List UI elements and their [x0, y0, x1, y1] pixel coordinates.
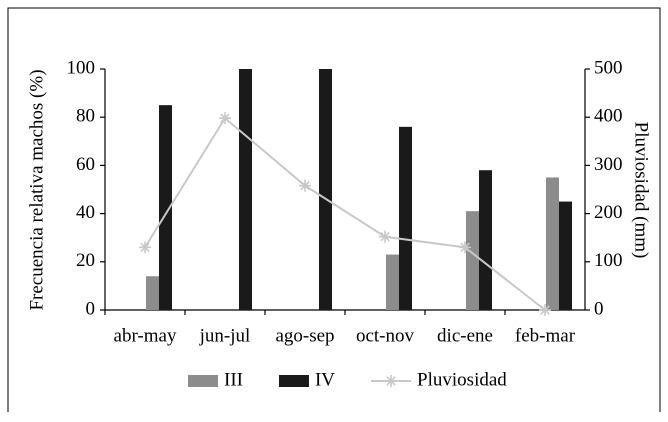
legend-marker: [385, 375, 398, 387]
y-tick-label: 80: [76, 106, 95, 127]
x-tick-label: dic-ene: [437, 325, 493, 346]
bar: [479, 170, 492, 310]
marker: [139, 241, 151, 254]
y2-tick-label: 0: [594, 298, 604, 319]
bar: [146, 276, 159, 310]
x-tick-label: feb-mar: [515, 325, 576, 346]
bar: [386, 254, 399, 310]
y-tick-label: 0: [86, 298, 96, 319]
y2-tick-label: 200: [594, 202, 623, 223]
chart-frame: [7, 7, 661, 412]
y-axis-label: Frecuencia relativa machos (%): [26, 69, 47, 310]
x-tick-label: ago-sep: [275, 325, 334, 346]
bar: [559, 201, 572, 310]
legend-label: IV: [315, 369, 335, 390]
legend-swatch: [188, 375, 218, 387]
marker: [299, 179, 311, 192]
bar: [466, 211, 479, 310]
line: [144, 116, 546, 311]
marker: [379, 230, 391, 243]
marker: [459, 241, 471, 254]
x-tick-label: jun-jul: [199, 325, 251, 346]
bar: [546, 177, 559, 310]
y2-tick-label: 500: [594, 57, 623, 78]
bar: [319, 69, 332, 310]
y2-tick-label: 400: [594, 106, 623, 127]
bar: [399, 126, 412, 310]
bar: [239, 69, 252, 310]
x-tick-label: oct-nov: [356, 325, 415, 346]
y-tick-label: 20: [76, 250, 95, 271]
y-tick-label: 100: [67, 57, 96, 78]
y2-tick-label: 100: [594, 250, 623, 271]
y2-tick-label: 300: [594, 154, 623, 175]
x-tick-label: abr-may: [114, 325, 177, 346]
legend-label: III: [224, 369, 243, 390]
legend-label: Pluviosidad: [417, 369, 507, 390]
marker: [539, 304, 551, 316]
legend-swatch: [278, 375, 309, 387]
y-tick-label: 40: [76, 202, 95, 223]
bar: [159, 105, 172, 311]
y2-axis-label: Pluviosidad (mm): [631, 122, 652, 259]
y-tick-label: 60: [76, 154, 95, 175]
marker: [219, 112, 231, 125]
